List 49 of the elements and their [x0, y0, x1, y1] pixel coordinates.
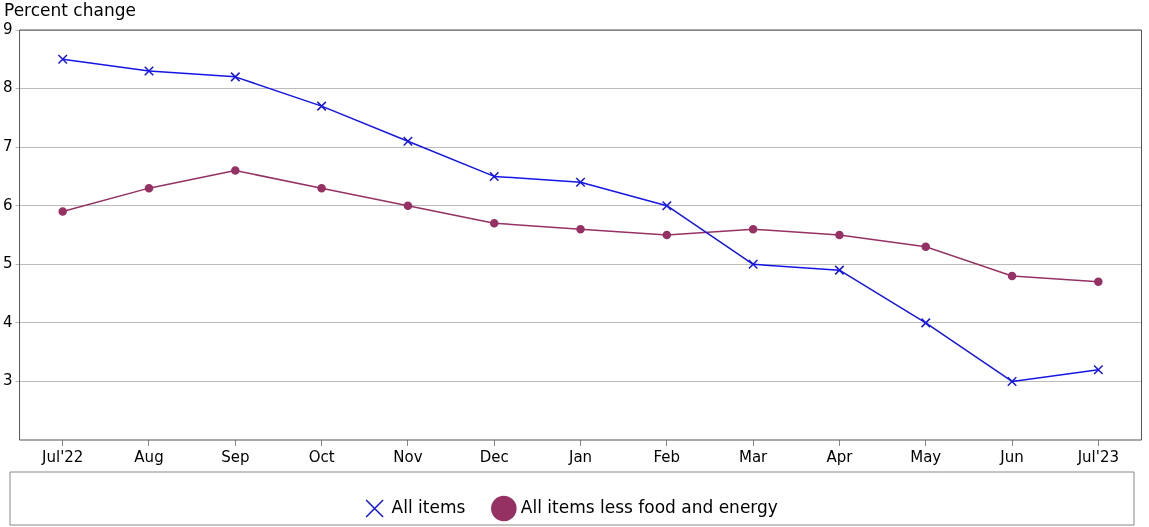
- point: [402, 136, 413, 147]
- point: [662, 230, 672, 240]
- point: [1093, 364, 1104, 375]
- point: [317, 183, 326, 193]
- x-tick-label: Dec: [479, 447, 509, 466]
- point: [575, 177, 586, 188]
- x-tick-label: Jul'23: [1076, 447, 1119, 466]
- x-tick-label: Jun: [999, 447, 1024, 466]
- legend-label: All items: [391, 496, 466, 517]
- x-tick-label: Nov: [393, 447, 423, 466]
- x-tick-label: Jul'22: [41, 447, 84, 466]
- point: [489, 219, 499, 228]
- point: [58, 207, 67, 216]
- point: [144, 66, 154, 76]
- x-tick-label: Sep: [221, 447, 250, 466]
- point: [748, 259, 759, 270]
- point: [230, 71, 241, 82]
- y-tick-label: 7: [3, 137, 13, 156]
- x-tick-label: Aug: [134, 447, 164, 466]
- point: [834, 265, 845, 276]
- point: [489, 171, 500, 182]
- point: [1007, 376, 1018, 387]
- y-tick-label: 8: [3, 78, 13, 97]
- x-tick-label: May: [910, 447, 942, 466]
- point: [748, 224, 758, 234]
- point: [231, 166, 240, 175]
- point: [57, 54, 68, 65]
- x-tick-label: Apr: [826, 447, 854, 466]
- legend-label: All items less food and energy: [520, 496, 778, 517]
- x-tick-label: Feb: [653, 447, 681, 466]
- point: [144, 183, 154, 193]
- point: [920, 317, 931, 328]
- x-tick-label: Jan: [567, 447, 593, 466]
- y-tick-label: 9: [3, 19, 13, 38]
- point: [403, 201, 413, 210]
- y-tick-label: 6: [3, 195, 13, 214]
- y-tick-label: 5: [3, 254, 13, 273]
- point: [1094, 277, 1103, 287]
- y-tick-label: 4: [3, 312, 13, 331]
- point: [921, 242, 930, 251]
- y-tick-label: 3: [3, 371, 13, 390]
- point: [835, 230, 844, 240]
- point: [316, 101, 327, 112]
- x-tick-label: Mar: [738, 447, 769, 466]
- y-axis-title: Percent change: [4, 0, 136, 20]
- point: [661, 200, 672, 211]
- x-tick-label: Oct: [308, 447, 335, 466]
- point: [1007, 271, 1017, 281]
- point: [576, 224, 585, 234]
